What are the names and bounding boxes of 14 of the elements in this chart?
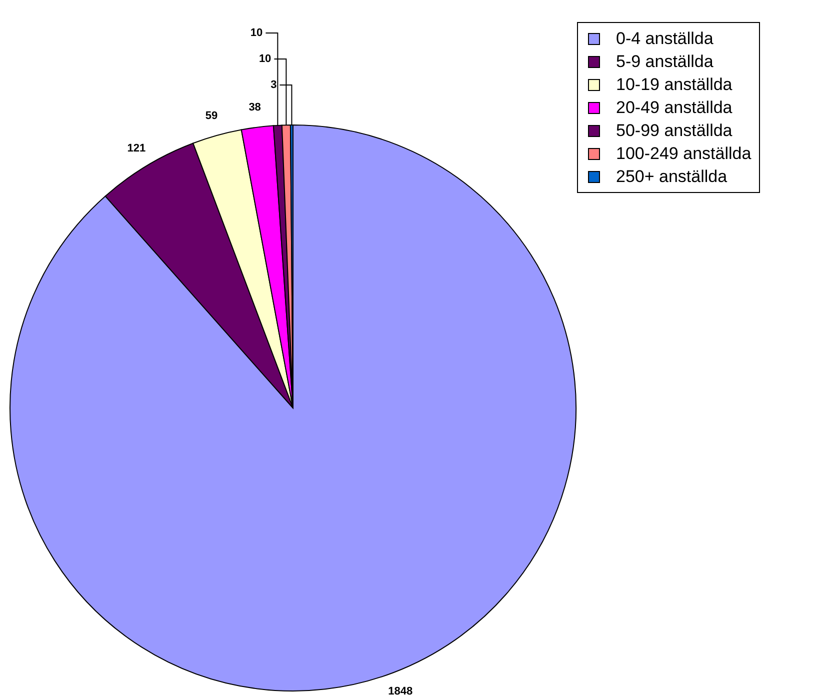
legend-label: 250+ anställda xyxy=(616,166,728,186)
legend-label: 0-4 anställda xyxy=(616,28,714,48)
data-label: 10 xyxy=(250,27,263,39)
data-label: 1848 xyxy=(388,685,413,698)
data-label: 3 xyxy=(270,79,277,91)
legend-label: 100-249 anställda xyxy=(616,144,752,164)
legend-label: 10-19 anställda xyxy=(616,74,732,94)
data-label: 10 xyxy=(258,53,272,65)
data-label: 59 xyxy=(205,110,218,122)
legend-label: 50-99 anställda xyxy=(616,120,732,140)
data-label: 38 xyxy=(248,101,261,114)
legend-label: 20-49 anställda xyxy=(616,98,732,118)
legend-label: 5-9 anställda xyxy=(616,52,714,72)
data-label: 121 xyxy=(127,142,146,155)
